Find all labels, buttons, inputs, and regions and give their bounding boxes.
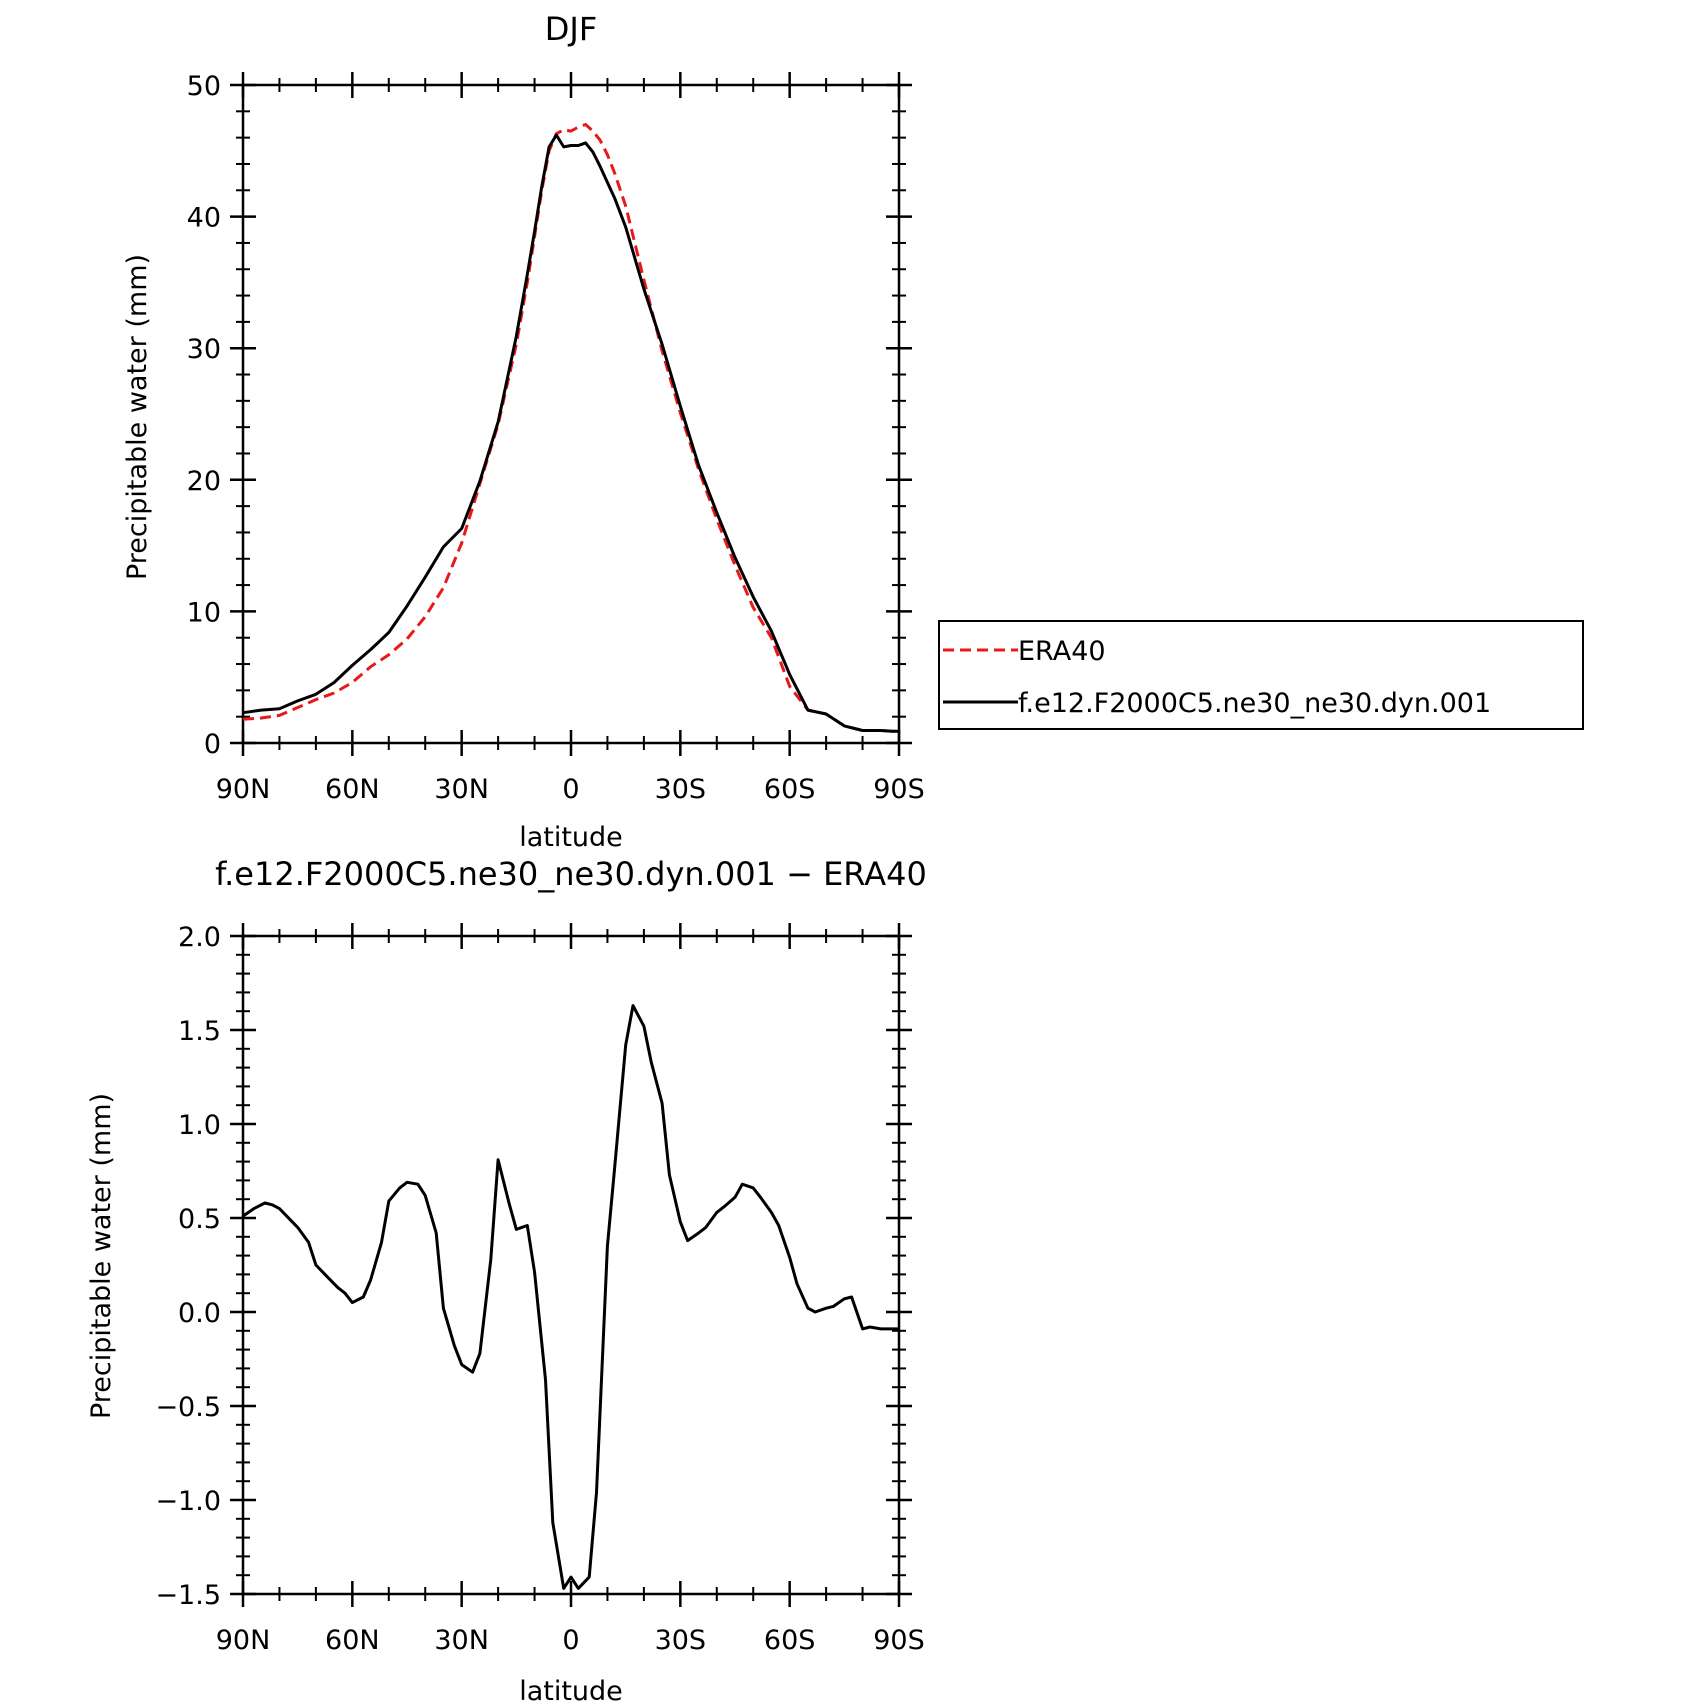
bottom-y-tick-label: 0.0 [178,1298,221,1329]
bottom-x-tick-label: 60N [325,1625,380,1656]
bottom-chart-title: f.e12.F2000C5.ne30_ne30.dyn.001 − ERA40 [215,855,927,893]
top-y-tick-label: 40 [187,203,221,234]
top-y-tick-label: 50 [187,71,221,102]
top-series-line-1 [242,133,899,733]
legend: ERA40 f.e12.F2000C5.ne30_ne30.dyn.001 [938,620,1584,730]
top-y-tick-label: 20 [187,466,221,497]
bottom-y-tick-label: −1.5 [155,1580,221,1611]
bottom-panel: f.e12.F2000C5.ne30_ne30.dyn.001 − ERA40 … [86,855,927,1707]
top-x-tick-label: 90N [216,774,271,805]
top-x-tick-label: 0 [562,774,579,805]
bottom-plot-frame [241,934,901,1596]
top-panel: DJF 0 10 20 30 40 50 90N 60N 30N 0 30S 60S 90S latit… [122,10,925,853]
top-y-tick-label: 10 [187,597,221,628]
top-x-tick-label: 60N [325,774,380,805]
bottom-y-tick-label: −1.0 [155,1486,221,1517]
top-x-tick-label: 60S [764,774,816,805]
top-series-line-0 [242,123,899,733]
bottom-plot-area: −1.5 −1.0 −0.5 0.0 0.5 1.0 1.5 2.0 90N 60N 30N 0 30S… [155,922,924,1656]
bottom-y-axis-label: Precipitable water (mm) [86,1093,117,1419]
top-y-axis-label: Precipitable water (mm) [122,254,153,580]
top-x-tick-label: 90S [873,774,925,805]
bottom-x-axis-label: latitude [519,1676,623,1707]
top-x-tick-label: 30S [655,774,707,805]
bottom-x-tick-label: 30N [434,1625,489,1656]
top-plot-area: 0 10 20 30 40 50 90N 60N 30N 0 30S 60S 90S [187,71,925,805]
top-chart-title: DJF [545,10,597,48]
top-y-tick-label: 30 [187,334,221,365]
bottom-x-tick-label: 30S [655,1625,707,1656]
bottom-x-tick-label: 60S [764,1625,816,1656]
legend-box [938,620,1584,730]
top-plot-frame [241,83,901,745]
bottom-y-tick-label: 0.5 [178,1204,221,1235]
bottom-x-tick-label: 90S [873,1625,925,1656]
legend-label-model: f.e12.F2000C5.ne30_ne30.dyn.001 [1018,688,1491,719]
bottom-x-tick-label: 0 [562,1625,579,1656]
bottom-y-tick-label: 1.0 [178,1110,221,1141]
bottom-y-tick-label: 1.5 [178,1016,221,1047]
bottom-x-tick-label: 90N [216,1625,271,1656]
bottom-y-tick-label: 2.0 [178,922,221,953]
bottom-y-tick-label: −0.5 [155,1392,221,1423]
top-y-tick-label: 0 [204,729,221,760]
top-x-tick-label: 30N [434,774,489,805]
bottom-series-line-0 [242,1004,899,1590]
top-x-axis-label: latitude [519,822,623,853]
legend-label-era40: ERA40 [1018,636,1106,667]
